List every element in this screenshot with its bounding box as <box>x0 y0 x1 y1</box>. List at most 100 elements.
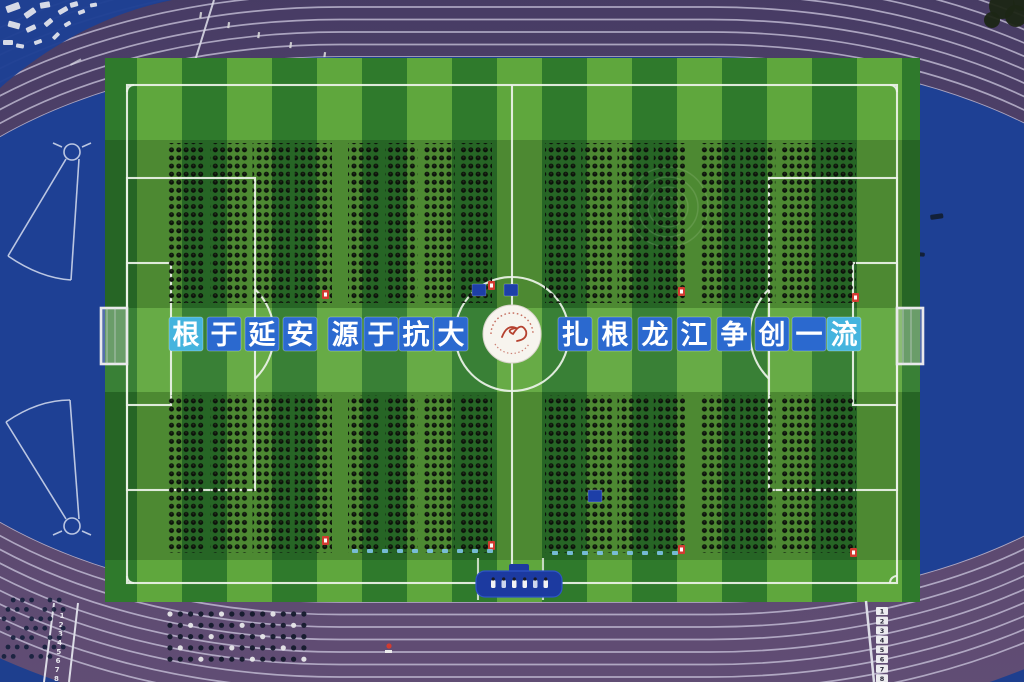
stage-figure-head <box>491 577 495 581</box>
sector-ticks <box>52 142 92 148</box>
track-crowd-dot <box>38 654 44 659</box>
track-crowd-dot <box>260 634 266 640</box>
banner-sign-char: 于 <box>368 320 395 350</box>
track-equipment <box>43 18 54 27</box>
lane-number-left: 1 <box>60 612 65 620</box>
stage-figure-head <box>502 577 506 581</box>
formation-block <box>348 143 381 303</box>
track-crowd-dot <box>239 622 245 628</box>
throwing-circle-top <box>63 143 81 161</box>
track-equipment <box>15 43 25 49</box>
sector-ticks <box>52 530 92 536</box>
lane-number-box <box>876 616 888 625</box>
banner-sign-char: 江 <box>681 320 708 350</box>
start-stagger-mark <box>257 32 261 39</box>
track-crowd-dot <box>177 622 183 628</box>
track-crowd-dot <box>270 611 276 617</box>
formation-block <box>210 143 248 303</box>
formation-block <box>545 395 577 553</box>
banner-sign <box>676 316 712 352</box>
lane-number-box <box>876 607 888 615</box>
formation-block <box>168 143 206 303</box>
row-marker <box>352 549 358 553</box>
banner-sign <box>282 316 318 352</box>
formation-block <box>740 143 776 303</box>
section-marker-glyph <box>852 550 855 555</box>
stage-figure <box>543 580 548 588</box>
formation-block <box>653 395 685 553</box>
row-marker <box>427 549 433 553</box>
corner-apron <box>0 0 172 88</box>
lane-number-right: 4 <box>880 637 885 645</box>
row-marker <box>642 551 648 555</box>
banner-sign <box>206 316 242 352</box>
lane-number-left: 4 <box>57 639 62 647</box>
track-crowd-dot <box>198 611 204 617</box>
stage-figure-head <box>512 577 516 581</box>
banner-sign-char: 流 <box>831 320 858 350</box>
track-crowd-dot <box>239 656 245 662</box>
track-crowd-dot <box>47 654 53 659</box>
track-crowd-dot <box>260 656 266 662</box>
track-crowd-dot <box>24 644 29 650</box>
track-crowd-dot <box>208 656 214 662</box>
track-crowd-dot <box>198 656 204 662</box>
track-crowd-dot <box>177 611 183 617</box>
track-crowd-dot <box>1 616 7 622</box>
section-marker-glyph <box>680 547 683 552</box>
sector-line <box>5 421 67 520</box>
row-marker <box>457 549 463 553</box>
formation-block <box>545 143 577 303</box>
track-crowd-dot <box>1 654 7 659</box>
track-crowd-dot <box>24 607 29 612</box>
corner-arcs <box>125 83 899 585</box>
track-crowd-dot <box>177 634 183 640</box>
lane-number-box <box>876 674 888 682</box>
track-equipment <box>5 2 21 13</box>
track-crowd-dot <box>218 634 225 640</box>
track-equipment <box>69 1 79 8</box>
lane-number-right: 6 <box>880 656 885 664</box>
track-crowd-dot <box>60 644 66 650</box>
track-crowd-dot <box>301 611 307 617</box>
formation-block <box>780 143 816 303</box>
stage-figure <box>501 580 506 588</box>
banner-sign-char: 安 <box>287 320 314 350</box>
track-crowd-dot <box>47 616 53 622</box>
row-marker <box>672 551 678 555</box>
track-crowd-dot <box>188 622 194 628</box>
track-equipment <box>89 2 98 8</box>
lane-line <box>0 43 1024 616</box>
start-stagger-mark <box>289 42 293 49</box>
track-crowd-dot <box>249 622 255 628</box>
track-crowd-dot <box>14 607 20 612</box>
banner-sign <box>557 316 593 352</box>
track-crowd-dot <box>29 597 34 603</box>
track-crowd-dot <box>198 634 204 640</box>
section-marker-glyph <box>490 283 493 288</box>
banner-sign-char: 一 <box>796 320 823 350</box>
track-equipment <box>57 6 69 15</box>
lane-line <box>0 18 1024 641</box>
track-crowd-dot <box>10 654 16 659</box>
stage-figure <box>533 580 538 588</box>
banner-sign <box>398 316 434 352</box>
track-crowd-dot <box>260 611 266 617</box>
track-crowd-dot <box>188 634 194 640</box>
sector-line <box>69 399 80 520</box>
formation-block <box>581 143 613 303</box>
track-crowd-dot <box>218 611 225 617</box>
track-crowd-dot <box>51 644 57 650</box>
banner-sign-char: 于 <box>211 320 238 350</box>
pitch-stripe <box>105 58 137 602</box>
banner-sign <box>637 316 673 352</box>
track-crowd-dot <box>14 644 20 650</box>
row-marker <box>442 549 448 553</box>
track-crowd-dot <box>301 622 307 628</box>
stage-figure <box>491 580 496 588</box>
pitch-stripe <box>857 58 902 602</box>
banner-sign-char: 根 <box>602 320 629 350</box>
emblem-glyph <box>501 325 528 342</box>
formation-block <box>168 395 206 553</box>
